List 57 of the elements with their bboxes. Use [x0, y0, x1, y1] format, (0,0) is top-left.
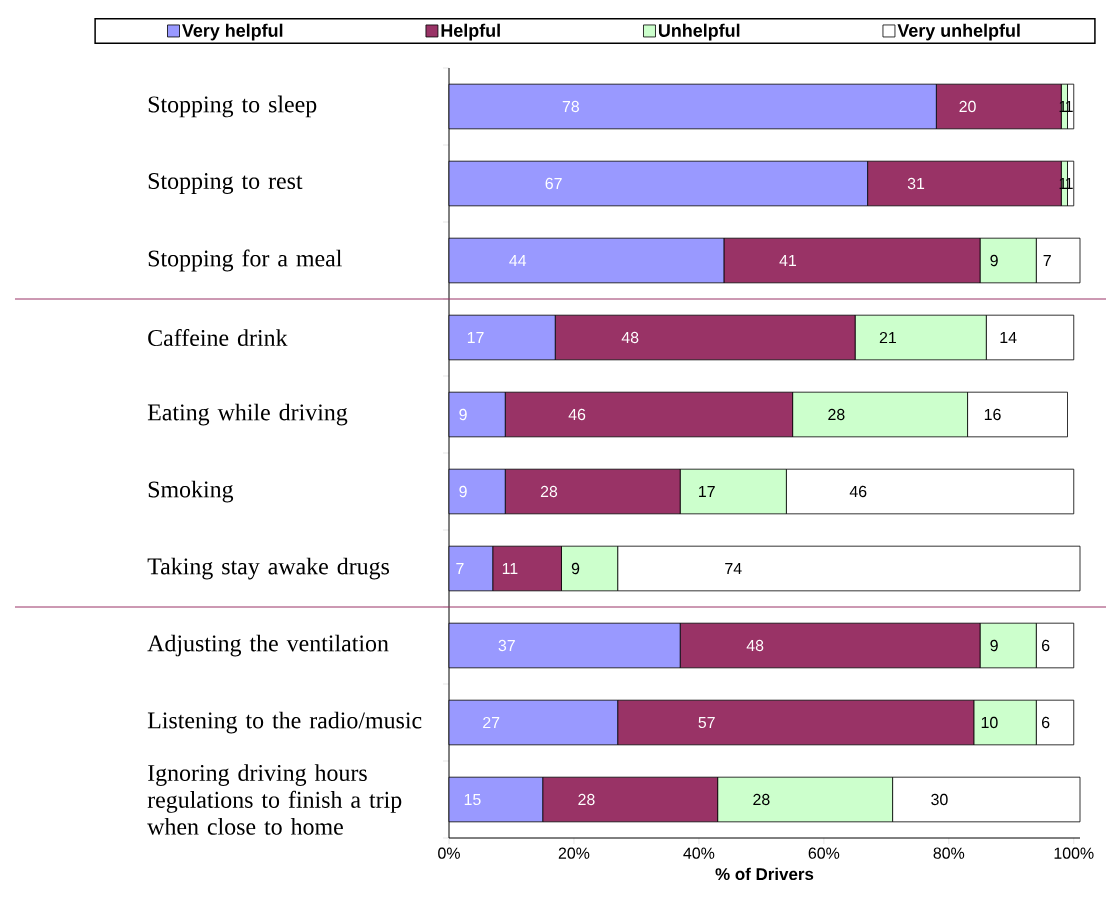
x-tick-label: 0% — [438, 847, 460, 859]
data-label: 28 — [578, 793, 595, 806]
data-label: 9 — [990, 639, 998, 652]
data-label: 37 — [498, 639, 515, 652]
data-label: 14 — [1000, 332, 1017, 343]
x-tick-label: 60% — [808, 847, 840, 859]
data-label: 9 — [990, 254, 998, 267]
legend-label: Unhelpful — [658, 23, 740, 41]
data-label: 10 — [981, 716, 998, 729]
x-tick-label: 40% — [683, 847, 715, 859]
y-tick-label: Caffeine drink — [148, 328, 288, 347]
data-label: 31 — [907, 177, 925, 190]
legend-label: Helpful — [441, 23, 500, 41]
y-tick-label: Stopping for a meal — [148, 249, 342, 272]
legend-label: Very unhelpful — [897, 23, 1020, 41]
x-tick-label: 100% — [1054, 847, 1094, 859]
data-label: 44 — [509, 255, 527, 266]
data-label: 15 — [464, 793, 481, 806]
data-label: 6 — [1042, 639, 1050, 652]
y-tick-label: Eating while driving — [147, 403, 348, 426]
data-label: 78 — [562, 100, 579, 113]
data-label: 30 — [931, 793, 948, 806]
data-label: 20 — [959, 100, 976, 113]
y-tick-label: Ignoring driving hours regulations to finish a trip when close to home — [147, 764, 402, 835]
data-label: 17 — [699, 486, 715, 497]
data-label: 17 — [467, 332, 484, 343]
data-label: 27 — [483, 716, 500, 729]
data-label: 6 — [1042, 716, 1050, 729]
legend-label: Very helpful — [182, 23, 283, 41]
data-label: 9 — [459, 485, 467, 498]
y-tick-label: Stopping to rest — [148, 173, 303, 194]
data-label: 28 — [828, 408, 845, 421]
data-label: 48 — [746, 639, 764, 652]
data-label: 9 — [571, 562, 580, 575]
data-label: 46 — [568, 408, 586, 421]
data-label: 74 — [725, 563, 742, 574]
data-label: 11 — [502, 563, 518, 574]
y-tick-label: Stopping to sleep — [148, 95, 317, 118]
data-label: 7 — [1043, 255, 1051, 266]
data-label: 41 — [779, 255, 797, 266]
data-label: 16 — [984, 408, 1001, 421]
data-label: 21 — [879, 331, 896, 344]
data-label: 7 — [456, 563, 464, 574]
x-tick-label: 20% — [558, 847, 590, 859]
data-label: 9 — [459, 408, 467, 421]
x-axis-title: % of Drivers — [715, 867, 814, 881]
data-label: 67 — [545, 177, 562, 190]
data-label: 57 — [698, 716, 715, 729]
y-tick-label: Listening to the radio/music — [147, 711, 422, 734]
data-label: 48 — [621, 331, 639, 344]
data-label: 28 — [753, 793, 770, 806]
y-tick-label: Taking stay awake drugs — [147, 557, 390, 580]
data-label: 28 — [540, 485, 558, 498]
y-tick-label: Smoking — [148, 480, 234, 503]
data-label: 46 — [849, 485, 867, 498]
x-tick-label: 80% — [933, 847, 965, 859]
y-tick-label: Adjusting the ventilation — [147, 634, 389, 657]
